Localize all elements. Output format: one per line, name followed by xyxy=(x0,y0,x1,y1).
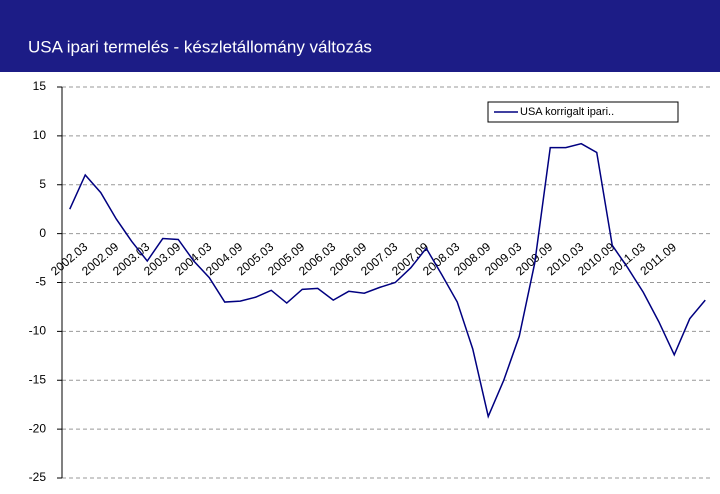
y-tick-label: -10 xyxy=(29,324,47,338)
y-tick-label: 15 xyxy=(33,79,47,93)
y-tick-label: 0 xyxy=(39,226,46,240)
chart-title: USA ipari termelés - készletállomány vál… xyxy=(28,37,372,56)
y-tick-label: 5 xyxy=(39,177,46,191)
x-tick-label: 2011.09 xyxy=(637,240,679,278)
legend-box xyxy=(487,101,679,123)
legend-label: USA korrigalt ipari.. xyxy=(520,106,614,118)
y-tick-label: -5 xyxy=(35,275,46,289)
data-line xyxy=(69,142,706,419)
y-tick-label: -20 xyxy=(29,421,47,435)
title-bar xyxy=(0,0,720,72)
y-tick-label: -15 xyxy=(29,372,47,386)
y-tick-label: 10 xyxy=(33,128,47,142)
y-tick-label: -25 xyxy=(29,470,47,484)
